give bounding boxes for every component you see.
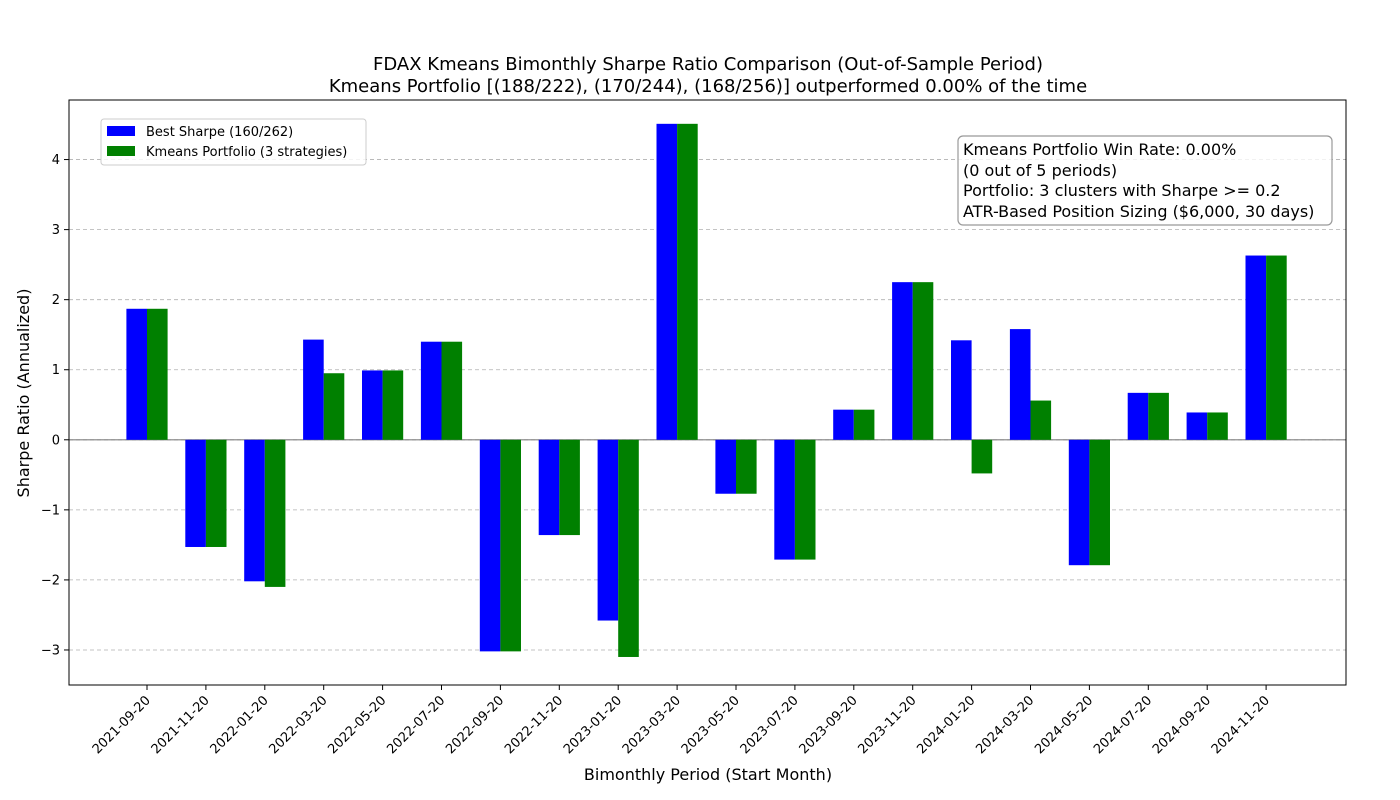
y-tick-label: −1 xyxy=(41,503,60,518)
x-tick-label: 2023-07-20 xyxy=(738,693,802,757)
bar-best-sharpe-2021-11-20 xyxy=(185,439,206,547)
x-tick-label: 2023-11-20 xyxy=(855,693,919,757)
bar-kmeans-portfolio-2023-11-20 xyxy=(912,282,934,440)
bar-kmeans-portfolio-2024-09-20 xyxy=(1207,412,1228,440)
bar-kmeans-portfolio-2022-11-20 xyxy=(559,439,580,536)
legend: Best Sharpe (160/262) Kmeans Portfolio (… xyxy=(100,118,367,166)
y-axis-label: Sharpe Ratio (Annualized) xyxy=(14,289,33,498)
plot-frame xyxy=(68,99,1347,686)
bar-best-sharpe-2023-07-20 xyxy=(774,439,795,560)
bar-kmeans-portfolio-2024-01-20 xyxy=(971,439,993,474)
bar-best-sharpe-2022-01-20 xyxy=(244,439,265,582)
bar-best-sharpe-2024-09-20 xyxy=(1186,412,1208,440)
x-tick-label: 2024-09-20 xyxy=(1150,693,1214,757)
bar-best-sharpe-2022-11-20 xyxy=(538,439,560,536)
x-tick-label: 2023-09-20 xyxy=(797,693,861,757)
bar-kmeans-portfolio-2023-09-20 xyxy=(853,409,875,440)
bar-kmeans-portfolio-2023-01-20 xyxy=(618,439,639,657)
bar-best-sharpe-2024-05-20 xyxy=(1068,439,1090,566)
bar-best-sharpe-2023-01-20 xyxy=(597,439,619,621)
bar-kmeans-portfolio-2023-05-20 xyxy=(736,439,757,494)
bar-kmeans-portfolio-2024-07-20 xyxy=(1148,392,1169,440)
x-tick-label: 2024-03-20 xyxy=(973,693,1037,757)
bar-best-sharpe-2023-05-20 xyxy=(715,439,736,494)
bar-kmeans-portfolio-2022-03-20 xyxy=(323,373,345,440)
bar-best-sharpe-2024-11-20 xyxy=(1245,255,1267,440)
y-tick-label: 3 xyxy=(52,223,60,238)
bar-best-sharpe-2022-03-20 xyxy=(303,339,324,440)
x-tick-label: 2024-05-20 xyxy=(1032,693,1096,757)
y-tick-label: 1 xyxy=(52,363,60,378)
bar-best-sharpe-2023-11-20 xyxy=(892,282,913,440)
legend-frame xyxy=(100,118,367,166)
x-tick-label: 2022-05-20 xyxy=(325,693,389,757)
x-tick-label: 2021-11-20 xyxy=(149,693,213,757)
bar-kmeans-portfolio-2021-09-20 xyxy=(147,308,168,440)
y-tick-label: 2 xyxy=(52,293,60,308)
x-tick-label: 2023-03-20 xyxy=(620,693,684,757)
bar-kmeans-portfolio-2024-03-20 xyxy=(1030,400,1052,440)
annotation-line-3: Portfolio: 3 clusters with Sharpe >= 0.2 xyxy=(963,181,1281,200)
bar-kmeans-portfolio-2024-05-20 xyxy=(1089,439,1110,566)
x-tick-label: 2022-07-20 xyxy=(384,693,448,757)
annotation-line-1: Kmeans Portfolio Win Rate: 0.00% xyxy=(963,140,1236,159)
annotation-line-4: ATR-Based Position Sizing ($6,000, 30 da… xyxy=(963,202,1314,221)
bars xyxy=(126,123,1287,657)
annotation-line-2: (0 out of 5 periods) xyxy=(963,161,1117,180)
legend-swatch-best-sharpe xyxy=(107,126,135,136)
bar-best-sharpe-2024-03-20 xyxy=(1009,329,1031,440)
bar-kmeans-portfolio-2023-03-20 xyxy=(677,123,698,440)
bar-best-sharpe-2024-01-20 xyxy=(951,340,972,440)
x-tick-label: 2022-11-20 xyxy=(502,693,566,757)
x-axis: 2021-09-202021-11-202022-01-202022-03-20… xyxy=(90,685,1273,757)
legend-swatch-kmeans-portfolio xyxy=(107,146,135,156)
bar-kmeans-portfolio-2021-11-20 xyxy=(205,439,227,547)
bar-kmeans-portfolio-2024-11-20 xyxy=(1266,255,1287,440)
bar-best-sharpe-2022-09-20 xyxy=(479,439,501,652)
x-tick-label: 2024-11-20 xyxy=(1209,693,1273,757)
y-tick-label: −3 xyxy=(41,643,60,658)
x-tick-label: 2022-03-20 xyxy=(266,693,330,757)
x-tick-label: 2021-09-20 xyxy=(90,693,154,757)
bar-best-sharpe-2024-07-20 xyxy=(1127,392,1149,440)
legend-label-kmeans-portfolio: Kmeans Portfolio (3 strategies) xyxy=(146,145,347,160)
annotation-box xyxy=(957,135,1333,226)
chart-subtitle: Kmeans Portfolio [(188/222), (170/244), … xyxy=(329,76,1087,97)
bar-best-sharpe-2021-09-20 xyxy=(126,308,147,440)
x-tick-label: 2022-01-20 xyxy=(208,693,272,757)
bar-best-sharpe-2023-03-20 xyxy=(656,123,678,440)
y-axis: −3 −2 −1 0 1 2 3 4 xyxy=(41,153,69,658)
x-tick-label: 2024-07-20 xyxy=(1091,693,1155,757)
bar-kmeans-portfolio-2023-07-20 xyxy=(794,439,816,560)
bar-best-sharpe-2022-07-20 xyxy=(420,341,442,440)
x-tick-label: 2024-01-20 xyxy=(914,693,978,757)
bar-kmeans-portfolio-2022-01-20 xyxy=(264,439,286,587)
bar-kmeans-portfolio-2022-05-20 xyxy=(382,370,404,440)
win-rate-annotation: Kmeans Portfolio Win Rate: 0.00% (0 out … xyxy=(957,135,1333,226)
x-tick-label: 2022-09-20 xyxy=(443,693,507,757)
bar-best-sharpe-2023-09-20 xyxy=(833,409,854,440)
bar-kmeans-portfolio-2022-07-20 xyxy=(441,341,463,440)
chart-title: FDAX Kmeans Bimonthly Sharpe Ratio Compa… xyxy=(373,54,1043,75)
x-axis-label: Bimonthly Period (Start Month) xyxy=(584,765,832,784)
x-tick-label: 2023-05-20 xyxy=(679,693,743,757)
x-tick-label: 2023-01-20 xyxy=(561,693,625,757)
y-tick-label: 4 xyxy=(52,153,60,168)
legend-label-best-sharpe: Best Sharpe (160/262) xyxy=(146,125,293,140)
bar-kmeans-portfolio-2022-09-20 xyxy=(500,439,521,652)
bar-best-sharpe-2022-05-20 xyxy=(362,370,383,440)
y-tick-label: 0 xyxy=(52,433,60,448)
y-tick-label: −2 xyxy=(41,573,60,588)
